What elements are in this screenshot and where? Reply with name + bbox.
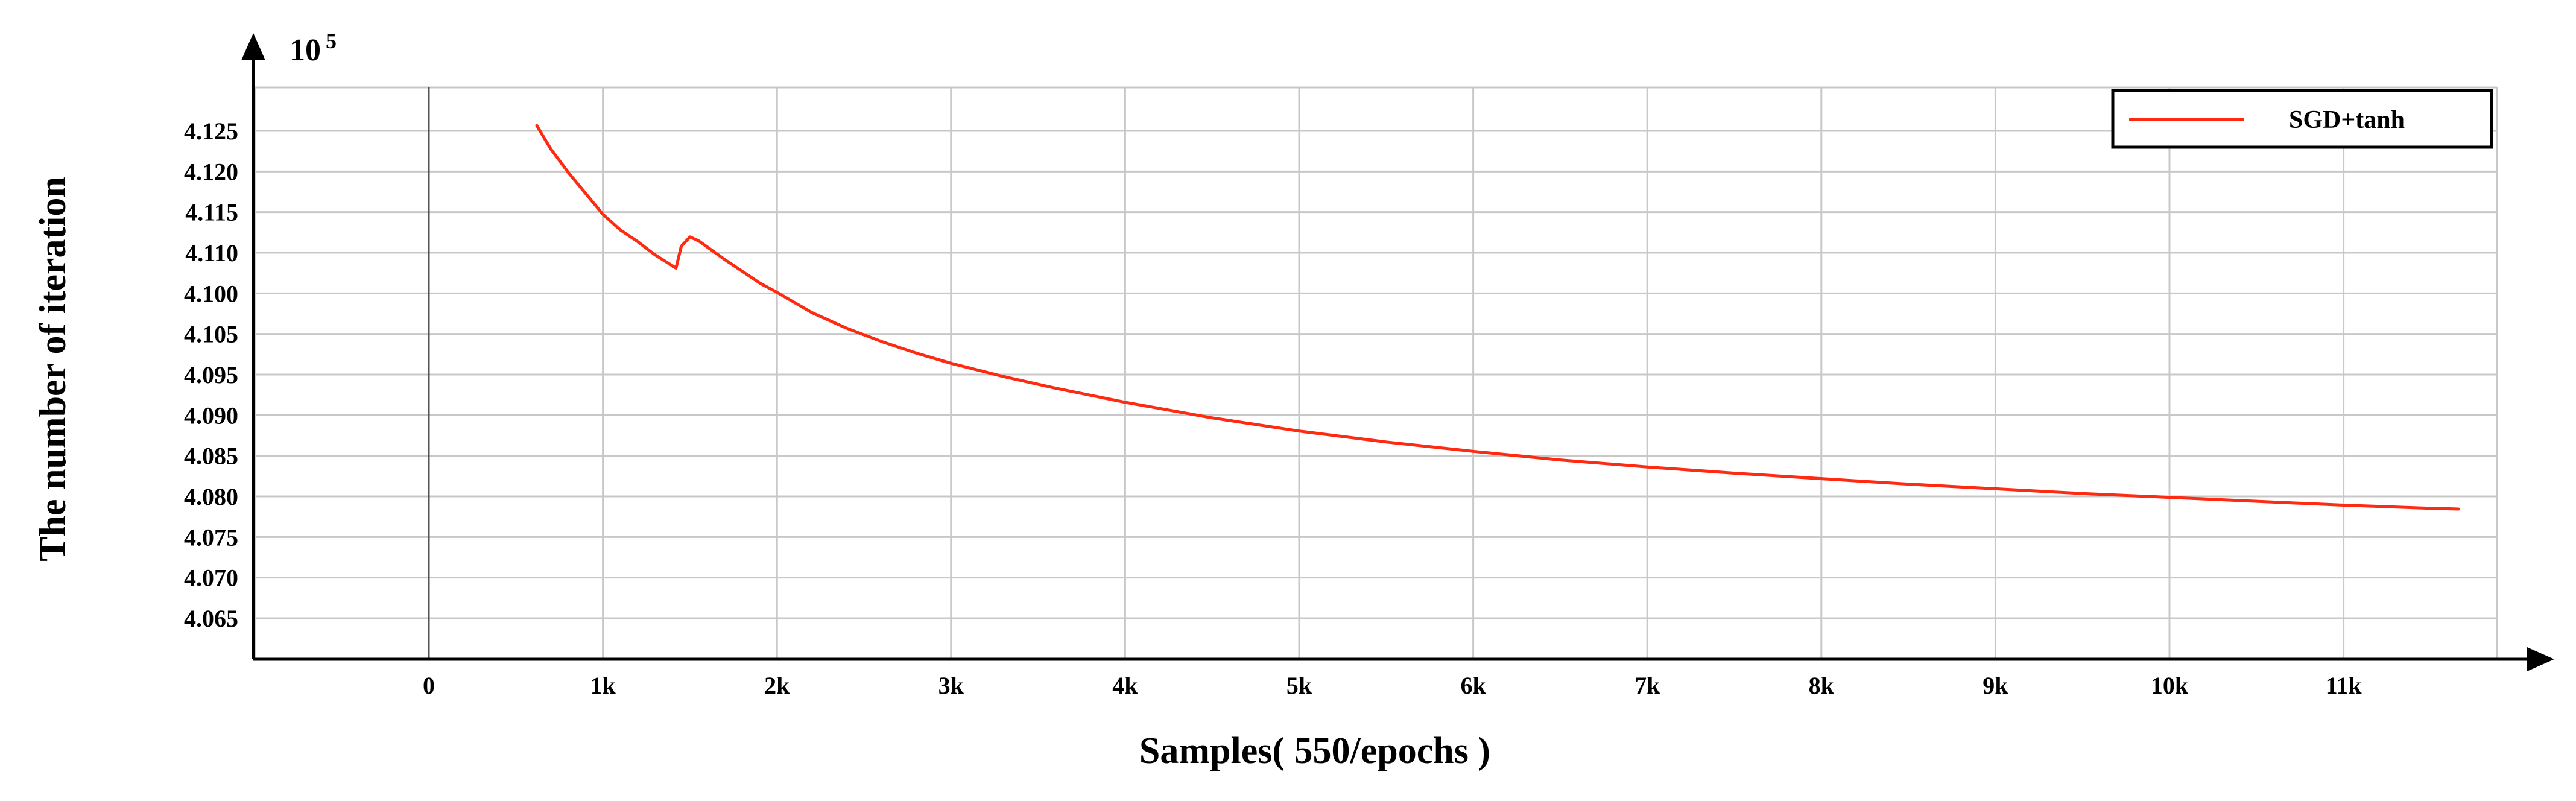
x-tick-label: 11k	[2326, 672, 2362, 699]
y-tick-label: 4.090	[184, 402, 238, 429]
x-axis-title: Samples( 550/epochs )	[1139, 730, 1490, 771]
y-tick-label: 4.080	[184, 483, 238, 510]
x-axis	[253, 647, 2554, 671]
y-axis-arrow-icon	[241, 33, 265, 60]
y-tick-labels: 4.125 4.120 4.115 4.110 4.100 4.105 4.095 4.090…	[184, 118, 238, 632]
x-tick-label: 4k	[1112, 672, 1138, 699]
x-axis-arrow-icon	[2527, 647, 2554, 671]
x-tick-label: 5k	[1286, 672, 1312, 699]
x-tick-label: 8k	[1809, 672, 1835, 699]
y-tick-label: 4.085	[184, 443, 238, 470]
x-tick-label: 3k	[938, 672, 964, 699]
series-layer	[535, 124, 2460, 511]
x-tick-label: 7k	[1635, 672, 1660, 699]
y-tick-label: 4.120	[184, 158, 238, 185]
y-tick-label: 4.095	[184, 361, 238, 388]
x-tick-label: 1k	[590, 672, 616, 699]
y-tick-label: 4.110	[185, 239, 238, 267]
x-tick-label: 6k	[1460, 672, 1486, 699]
y-axis-title: The number of iteration	[33, 177, 74, 562]
y-tick-label: 4.100	[184, 280, 238, 307]
legend: SGD+tanh	[2111, 89, 2493, 149]
x-tick-labels: 0 1k 2k 3k 4k 5k 6k 7k 8k 9k 10k 11k	[423, 672, 2362, 699]
x-tick-label: 10k	[2151, 672, 2189, 699]
x-tick-label: 2k	[764, 672, 790, 699]
x-tick-label: 0	[423, 672, 435, 699]
y-multiplier-label: 10	[290, 33, 321, 68]
series-line-sgd-tanh	[535, 124, 2460, 511]
y-tick-label: 4.105	[184, 321, 238, 348]
y-multiplier-exponent: 5	[326, 29, 337, 53]
y-tick-label: 4.065	[184, 605, 238, 632]
y-tick-label: 4.075	[184, 524, 238, 551]
y-tick-label: 4.125	[184, 118, 238, 145]
legend-label: SGD+tanh	[2289, 106, 2405, 134]
grid	[253, 86, 2498, 659]
x-tick-label: 9k	[1983, 672, 2008, 699]
y-tick-label: 4.070	[184, 565, 238, 592]
y-tick-label: 4.115	[185, 199, 238, 226]
y-axis	[241, 33, 265, 659]
